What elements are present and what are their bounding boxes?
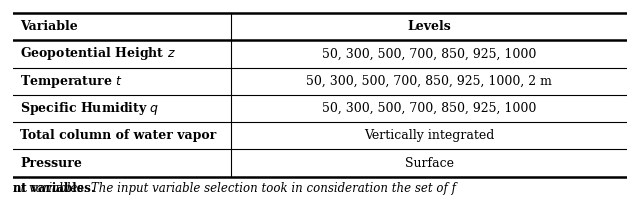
Text: Specific Humidity $q$: Specific Humidity $q$ <box>20 100 159 117</box>
Text: Geopotential Height $z$: Geopotential Height $z$ <box>20 45 176 62</box>
Text: Total column of water vapor: Total column of water vapor <box>20 129 216 142</box>
Text: 50, 300, 500, 700, 850, 925, 1000, 2 m: 50, 300, 500, 700, 850, 925, 1000, 2 m <box>306 75 552 88</box>
Text: 50, 300, 500, 700, 850, 925, 1000: 50, 300, 500, 700, 850, 925, 1000 <box>322 47 536 60</box>
Text: Variable: Variable <box>20 20 78 33</box>
Text: 50, 300, 500, 700, 850, 925, 1000: 50, 300, 500, 700, 850, 925, 1000 <box>322 102 536 115</box>
Text: Vertically integrated: Vertically integrated <box>364 129 494 142</box>
Text: Temperature $t$: Temperature $t$ <box>20 73 123 90</box>
Text: nt variables. The input variable selection took in consideration the set of f: nt variables. The input variable selecti… <box>13 182 456 195</box>
Text: Surface: Surface <box>404 157 454 170</box>
Text: Levels: Levels <box>407 20 451 33</box>
Text: nt variables.: nt variables. <box>13 182 95 195</box>
Text: Pressure: Pressure <box>20 157 82 170</box>
